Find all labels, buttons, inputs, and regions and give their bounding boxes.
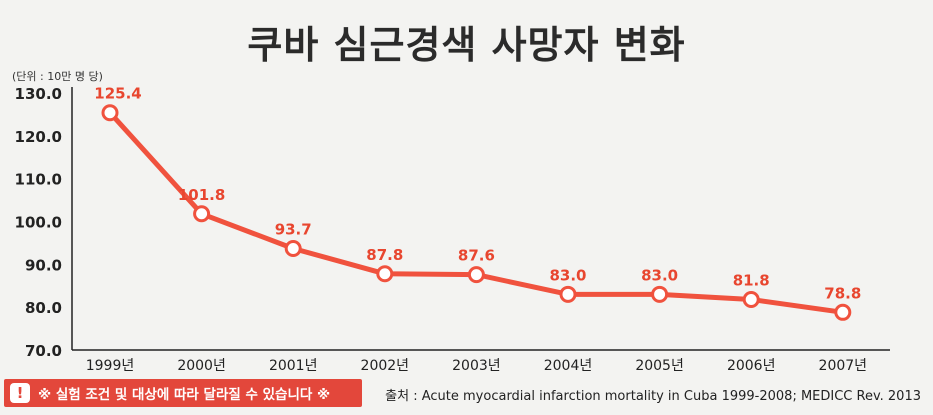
source-citation: 출처 : Acute myocardial infarction mortali…	[385, 389, 921, 404]
y-tick-label: 80.0	[25, 299, 62, 317]
data-point	[284, 239, 302, 257]
data-label: 125.4	[94, 85, 141, 103]
data-point	[193, 205, 211, 223]
x-tick-label: 2005년	[635, 358, 684, 374]
x-tick-label: 1999년	[86, 358, 135, 374]
x-tick-label: 2002년	[361, 358, 410, 374]
data-label: 87.8	[366, 246, 403, 264]
y-tick-label: 90.0	[25, 256, 62, 274]
unit-label: (단위 : 10만 명 당)	[12, 70, 103, 83]
data-label: 101.8	[178, 186, 225, 204]
data-point	[742, 290, 760, 308]
data-label: 81.8	[733, 271, 770, 289]
x-tick-label: 2003년	[452, 358, 501, 374]
data-point	[376, 265, 394, 283]
chart-title: 쿠바 심근경색 사망자 변화	[247, 23, 686, 67]
y-tick-label: 120.0	[15, 128, 62, 146]
warning-icon: !	[10, 383, 30, 403]
y-tick-label: 110.0	[15, 171, 62, 189]
data-label: 83.0	[549, 266, 586, 284]
x-tick-label: 2007년	[819, 358, 868, 374]
data-label: 93.7	[275, 220, 312, 238]
data-label: 87.6	[458, 247, 495, 265]
data-point	[101, 104, 119, 122]
data-point	[651, 285, 669, 303]
x-tick-label: 2000년	[177, 358, 226, 374]
data-label: 83.0	[641, 266, 678, 284]
y-tick-label: 100.0	[15, 214, 62, 232]
y-tick-label: 130.0	[15, 85, 62, 103]
data-point	[834, 303, 852, 321]
line-chart: 130.0 120.0 110.0 100.0 90.0 80.0 70.0 1999년 200…	[15, 85, 890, 374]
data-point	[467, 266, 485, 284]
disclaimer-banner: ! ※ 실험 조건 및 대상에 따라 달라질 수 있습니다 ※	[4, 379, 362, 407]
data-label: 78.8	[824, 284, 861, 302]
y-tick-label: 70.0	[25, 342, 62, 360]
x-tick-label: 2006년	[727, 358, 776, 374]
data-point	[559, 285, 577, 303]
disclaimer-text: ※ 실험 조건 및 대상에 따라 달라질 수 있습니다 ※	[38, 387, 331, 403]
x-tick-label: 2004년	[544, 358, 593, 374]
x-tick-label: 2001년	[269, 358, 318, 374]
